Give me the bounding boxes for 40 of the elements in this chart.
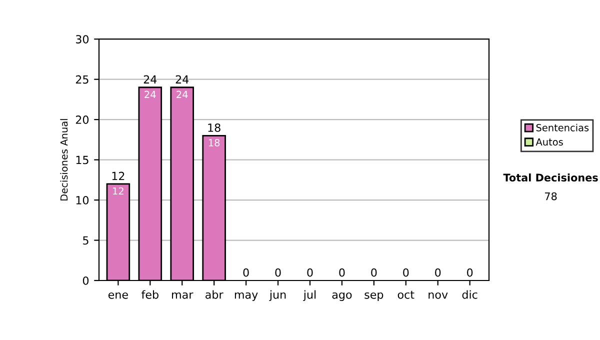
total-label: 0 (467, 268, 473, 277)
total-label: 0 (435, 268, 441, 277)
text: 78 (545, 192, 557, 200)
y-tick-label: 25 (76, 75, 88, 84)
total-label: 0 (243, 268, 249, 277)
x-tick-label: mar (172, 292, 194, 299)
total-label: 0 (403, 268, 409, 277)
y-tick-label: 15 (76, 156, 88, 164)
x-tick-label: abr (206, 290, 224, 299)
total-label: 0 (307, 268, 313, 277)
x-tick-label: sep (364, 292, 384, 301)
y-tick-label: 10 (76, 196, 89, 204)
y-tick-label: 30 (76, 35, 89, 44)
y-tick-label: 5 (83, 236, 88, 245)
x-tick-label: oct (398, 290, 414, 299)
data-label: 24 (144, 90, 156, 98)
total-label: 24 (144, 75, 157, 84)
total-label: 0 (275, 268, 281, 277)
text: Total Decisiones (503, 173, 598, 182)
x-tick-label: jul (303, 290, 316, 301)
total-label: 24 (176, 75, 189, 84)
y-tick-label: 20 (76, 116, 89, 124)
x-tick-label: ene (108, 292, 128, 299)
total-label: 0 (371, 268, 377, 277)
x-tick-label: jun (269, 290, 286, 301)
y-axis-title: Decisiones Anual (60, 119, 68, 200)
y-tick-label: 0 (82, 276, 89, 285)
total-label: 0 (339, 268, 345, 277)
x-tick-label: may (234, 292, 258, 301)
x-tick-label: nov (428, 292, 448, 299)
legend-label: Sentencias (536, 124, 589, 132)
data-label: 12 (113, 187, 124, 195)
x-tick-label: feb (142, 290, 158, 299)
data-label: 24 (176, 90, 188, 98)
legend-label: Autos (536, 138, 563, 146)
total-label: 18 (208, 123, 220, 132)
total-label: 12 (112, 172, 124, 180)
data-label: 18 (208, 139, 220, 146)
x-tick-label: dic (462, 290, 478, 299)
x-tick-label: ago (332, 292, 352, 301)
